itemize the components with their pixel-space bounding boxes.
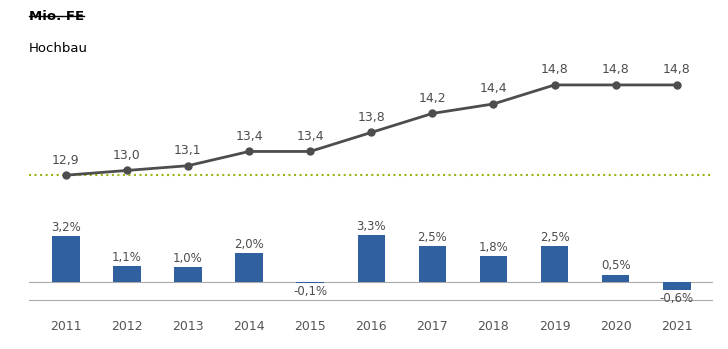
Text: 14,8: 14,8 bbox=[602, 64, 630, 76]
Text: 14,8: 14,8 bbox=[663, 64, 691, 76]
Text: -0,6%: -0,6% bbox=[660, 292, 694, 305]
Bar bbox=[113, 266, 141, 282]
Text: 14,2: 14,2 bbox=[419, 92, 446, 105]
Bar bbox=[663, 282, 691, 290]
Text: 14,4: 14,4 bbox=[480, 82, 507, 95]
Text: 13,1: 13,1 bbox=[174, 144, 202, 157]
Text: 12,9: 12,9 bbox=[52, 154, 79, 167]
Text: 13,4: 13,4 bbox=[235, 130, 263, 143]
Bar bbox=[235, 253, 263, 282]
Bar bbox=[52, 236, 79, 282]
Bar bbox=[296, 282, 324, 283]
Bar bbox=[480, 256, 507, 282]
Text: 13,0: 13,0 bbox=[113, 149, 141, 162]
Text: 2,0%: 2,0% bbox=[234, 238, 264, 251]
Text: 2,5%: 2,5% bbox=[417, 231, 447, 244]
Text: 13,4: 13,4 bbox=[296, 130, 324, 143]
Text: 3,3%: 3,3% bbox=[357, 220, 386, 233]
Bar bbox=[357, 235, 385, 282]
Text: -0,1%: -0,1% bbox=[293, 285, 328, 298]
Text: 1,1%: 1,1% bbox=[112, 251, 142, 264]
Text: 2,5%: 2,5% bbox=[539, 231, 569, 244]
Text: 3,2%: 3,2% bbox=[51, 221, 81, 234]
Text: 0,5%: 0,5% bbox=[601, 259, 630, 273]
Text: 1,0%: 1,0% bbox=[173, 252, 203, 265]
Bar bbox=[602, 275, 630, 282]
Text: 1,8%: 1,8% bbox=[478, 241, 508, 254]
Bar bbox=[419, 246, 446, 282]
Text: 13,8: 13,8 bbox=[357, 111, 385, 124]
Bar bbox=[174, 267, 202, 282]
Text: Hochbau: Hochbau bbox=[29, 42, 88, 55]
Bar bbox=[541, 246, 569, 282]
Text: Mio. FE: Mio. FE bbox=[29, 10, 84, 23]
Text: 14,8: 14,8 bbox=[541, 64, 569, 76]
